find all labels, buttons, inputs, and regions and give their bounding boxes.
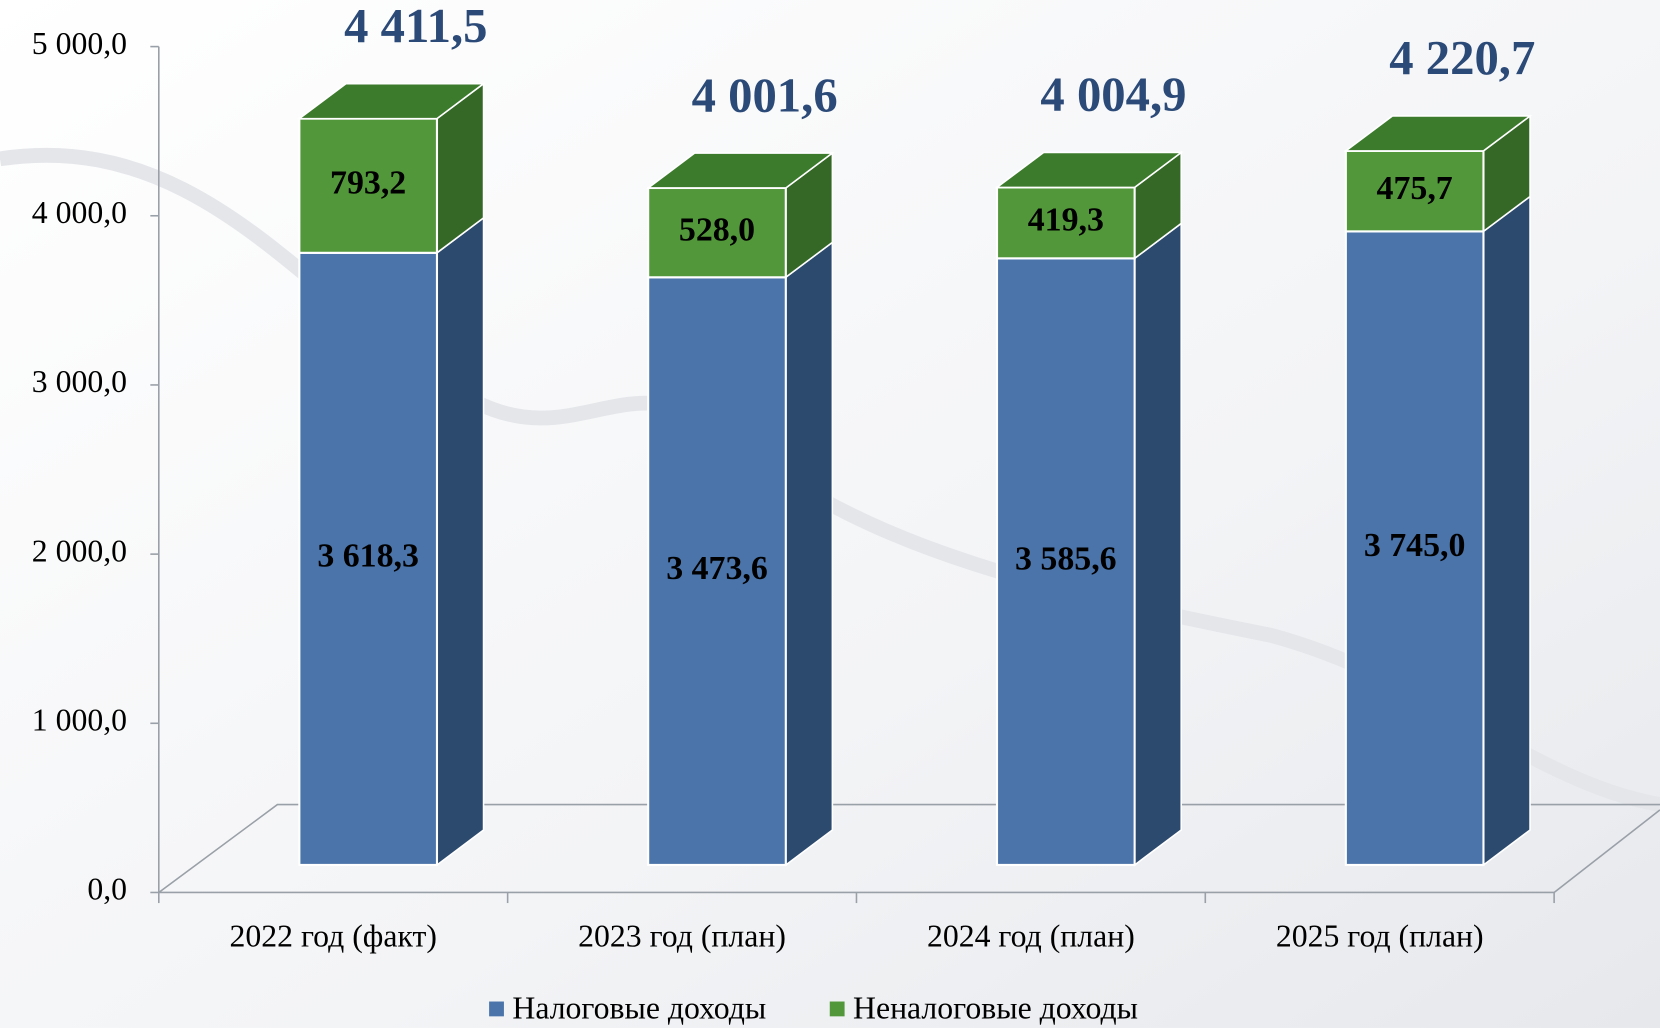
bar (647, 186, 787, 279)
bar-side (785, 240, 834, 867)
value-label: 3 618,3 (317, 538, 419, 575)
legend-label: Налоговые доходы (512, 990, 766, 1025)
legend-swatch (489, 1001, 504, 1017)
y-tick-label: 3 000,0 (32, 364, 127, 399)
value-label: 475,7 (1377, 170, 1453, 207)
bar (995, 186, 1136, 260)
bar-top (1343, 115, 1533, 152)
bar-top (994, 151, 1184, 189)
y-tick-label: 5 000,0 (32, 26, 127, 61)
value-label: 3 585,6 (1015, 540, 1117, 577)
value-label: 528,0 (679, 211, 755, 248)
bar-side (1133, 221, 1183, 867)
total-label: 4 004,9 (1040, 68, 1186, 122)
x-tick-label: 2023 год (план) (578, 918, 786, 953)
bar (995, 257, 1136, 867)
y-tick-label: 0,0 (87, 872, 127, 907)
total-label: 4 220,7 (1389, 31, 1535, 85)
y-tick-label: 4 000,0 (32, 195, 127, 230)
total-label: 4 001,6 (692, 68, 838, 122)
value-label: 793,2 (330, 164, 406, 201)
y-tick-label: 1 000,0 (32, 703, 127, 738)
legend-swatch (829, 1001, 845, 1017)
bar-side (436, 216, 485, 867)
bar (1344, 149, 1485, 233)
bar-side (1482, 194, 1531, 867)
total-label: 4 411,5 (344, 0, 487, 53)
x-tick-label: 2025 год (план) (1276, 918, 1484, 953)
bar (647, 276, 787, 867)
bar-top (645, 152, 835, 189)
x-tick-label: 2022 год (факт) (230, 918, 437, 953)
y-tick-label: 2 000,0 (32, 533, 127, 568)
value-label: 3 473,6 (666, 550, 768, 587)
bar (1344, 230, 1485, 867)
value-label: 3 745,0 (1364, 527, 1466, 564)
x-tick-label: 2024 год (план) (927, 918, 1135, 953)
bar-top (296, 82, 486, 120)
value-label: 419,3 (1028, 202, 1104, 239)
legend-label: Неналоговые доходы (853, 990, 1138, 1025)
